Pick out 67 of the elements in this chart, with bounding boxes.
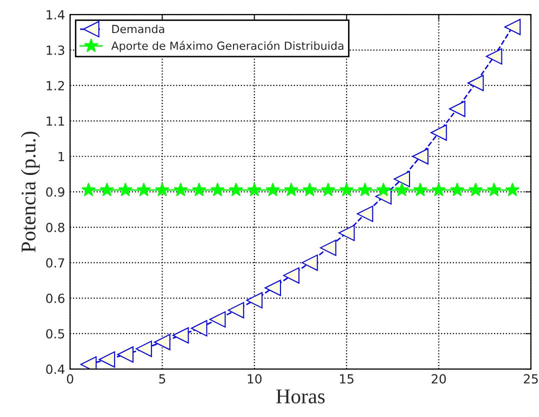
point xyxy=(266,182,280,196)
point xyxy=(136,182,151,196)
point xyxy=(394,182,409,196)
x-tick-label: 15 xyxy=(340,374,354,384)
y-tick-label: 0.6 xyxy=(46,294,64,304)
point xyxy=(246,292,263,308)
point xyxy=(98,351,116,368)
point xyxy=(468,182,483,196)
point xyxy=(81,182,96,196)
y-tick-label: 1.1 xyxy=(46,116,64,126)
point xyxy=(155,182,170,196)
point xyxy=(117,346,134,363)
point xyxy=(100,182,114,196)
point xyxy=(118,182,132,196)
y-tick-label: 1 xyxy=(58,152,64,162)
point xyxy=(192,182,206,196)
legend-label: Aporte de Máximo Generación Distribuida xyxy=(111,40,344,52)
x-tick-label: 20 xyxy=(432,374,446,384)
point xyxy=(302,254,318,271)
point xyxy=(449,100,466,118)
point xyxy=(172,327,189,344)
point xyxy=(412,148,428,165)
point xyxy=(432,182,446,196)
point xyxy=(283,267,300,284)
x-axis-title: Horas xyxy=(276,390,325,404)
point xyxy=(247,182,262,196)
point xyxy=(430,124,447,141)
point xyxy=(338,224,355,242)
y-tick-label: 0.9 xyxy=(46,187,64,197)
point xyxy=(413,182,428,196)
y-tick-label: 0.7 xyxy=(46,258,64,268)
x-tick-label: 25 xyxy=(524,374,538,384)
point xyxy=(450,182,464,196)
point xyxy=(154,334,170,350)
point xyxy=(467,74,484,92)
point xyxy=(302,182,317,196)
y-tick-label: 1.2 xyxy=(46,80,64,90)
point xyxy=(320,240,336,256)
point xyxy=(339,182,354,196)
point xyxy=(486,48,502,65)
point xyxy=(190,320,208,336)
point xyxy=(504,18,521,36)
y-tick-label: 0.5 xyxy=(46,329,64,339)
legend-label: Demanda xyxy=(112,24,164,34)
point xyxy=(264,280,281,296)
y-axis-title: Potencia (p.u.) xyxy=(20,132,40,252)
point xyxy=(394,170,410,188)
point xyxy=(376,182,391,196)
y-tick-label: 1.4 xyxy=(46,10,65,20)
point xyxy=(174,182,188,196)
point xyxy=(358,182,372,196)
y-tick-label: 1.3 xyxy=(46,46,64,55)
point xyxy=(228,182,244,196)
point xyxy=(209,311,226,328)
y-tick-label: 0.8 xyxy=(46,222,64,232)
x-tick-label: 0 xyxy=(66,374,74,384)
point xyxy=(486,182,502,196)
y-tick-label: 0.4 xyxy=(46,364,65,374)
x-tick-label: 5 xyxy=(159,374,166,384)
point xyxy=(210,182,225,196)
point xyxy=(321,182,336,196)
point xyxy=(136,340,152,357)
point xyxy=(356,206,374,222)
point xyxy=(505,182,520,196)
point xyxy=(228,302,244,318)
point xyxy=(284,182,298,196)
x-tick-label: 10 xyxy=(248,374,262,384)
